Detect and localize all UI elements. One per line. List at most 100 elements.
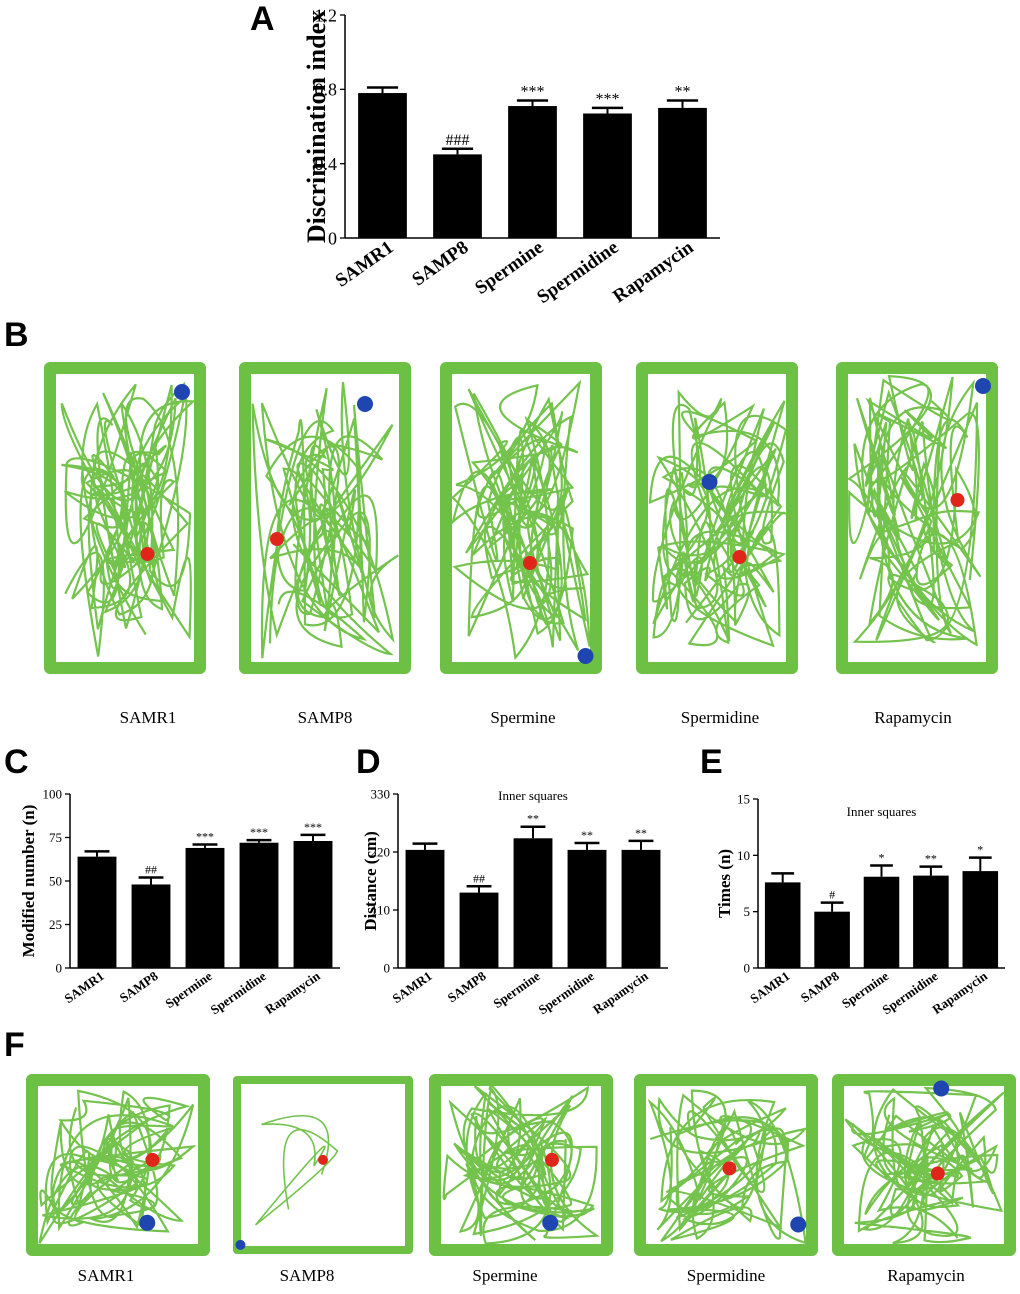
x-tick-label: SAMP8 [117,968,162,1005]
significance-mark: * [879,850,885,864]
chart-d: 0 110 220 330 Distance (cm) Inner squares SAMR… [361,787,668,1017]
significance-mark: ** [581,828,593,842]
y-tick-label: 0.4 [315,154,338,174]
track-b-5-path [846,374,982,647]
y-tick-label: 100 [43,787,63,802]
track-b-2-start-marker [357,396,373,412]
y-tick-label: 0 [744,961,751,976]
bar-spermine [508,106,557,238]
significance-mark: ** [925,852,937,866]
track-b-4-start-marker [701,474,718,490]
x-tick-label: Rapamycin [590,968,651,1017]
significance-mark: ** [527,812,539,826]
bar-spermidine [913,875,949,968]
significance-mark: *** [196,829,214,843]
significance-mark: *** [521,83,545,100]
y-tick-label: 1.2 [315,5,338,25]
track-b-3-path [451,379,591,661]
track-f-4-arena [634,1074,818,1256]
track-f-5-start-marker [933,1080,950,1097]
panel-label-e: E [700,743,723,781]
track-f-2-end-marker [318,1154,328,1165]
y-tick-label: 50 [49,874,62,889]
track-label-b-samr1: SAMR1 [119,708,177,727]
track-label-f-spermidine: Spermidine [686,1266,766,1285]
track-b-5-start-marker [975,378,991,394]
track-f-1-start-marker [139,1214,156,1231]
significance-mark: # [829,888,835,902]
track-b-4-arena [636,362,798,674]
significance-mark: * [977,843,983,857]
track-b-1-arena [44,362,206,674]
track-label-b-rapamycin: Rapamycin [874,708,952,727]
bar-samp8 [459,892,499,968]
y-axis-label: Discrimination index [302,10,331,243]
track-b-4-border [636,362,798,674]
track-b-2-end-marker [270,532,284,546]
bar-spermidine [583,113,632,238]
y-tick-label: 25 [49,917,62,932]
track-f-2-arena [233,1076,413,1254]
bar-rapamycin [962,871,999,968]
bar-spermidine [567,849,607,968]
track-f-5-path [844,1086,1005,1245]
track-label-f-samp8: SAMP8 [279,1266,335,1285]
chart-title: Inner squares [498,788,568,803]
track-f-1-arena [26,1074,210,1256]
x-tick-label: SAMP8 [445,968,490,1005]
track-f-2-path [254,1115,339,1226]
track-b-1-border [44,362,206,674]
bar-samp8 [814,911,850,968]
bar-rapamycin [293,840,333,968]
significance-mark: ** [635,826,647,840]
y-tick-label: 15 [737,792,750,807]
y-axis-label: Distance (cm) [361,831,380,931]
chart-title: Inner squares [847,804,917,819]
track-b-3-end-marker [523,556,537,570]
x-tick-label: Rapamycin [262,968,323,1017]
track-b-3-arena [440,362,602,674]
track-b-5-arena [836,362,998,674]
panel-label-f: F [4,1026,25,1064]
bar-samr1 [764,882,801,968]
track-label-b-spermidine: Spermidine [680,708,760,727]
significance-mark: *** [596,91,620,108]
track-f-5-border [832,1074,1016,1256]
track-label-b-samp8: SAMP8 [297,708,353,727]
y-tick-label: 0 [384,961,391,976]
x-tick-label: SAMR1 [389,968,434,1006]
x-tick-label: Spermidine [207,968,268,1017]
track-b-3-start-marker [577,648,594,664]
track-b-2-border [239,362,411,674]
track-f-5-arena [832,1074,1016,1256]
track-f-3-end-marker [544,1152,559,1167]
chart-c: 0 25 50 75 100 Modified number (n) SAMR1 ## SAMP… [19,787,340,1017]
track-f-5-end-marker [930,1166,945,1181]
track-plots-b [44,362,998,674]
panel-label-d: D [356,743,381,781]
y-tick-label: 220 [371,845,391,860]
track-f-4-start-marker [790,1216,807,1233]
track-f-1-path [38,1089,197,1244]
track-b-1-path [60,381,196,657]
track-b-5-end-marker [950,493,965,507]
track-b-2-path [251,381,399,659]
significance-mark: ### [446,132,470,149]
panel-label-c: C [4,743,29,781]
x-tick-label: Rapamycin [929,968,990,1017]
track-f-3-border [429,1074,613,1256]
bar-spermidine [239,842,279,968]
bar-spermine [513,838,553,968]
track-f-3-start-marker [542,1214,559,1231]
track-f-4-border [634,1074,818,1256]
x-tick-label: SAMP8 [408,237,472,291]
x-tick-label: SAMR1 [61,968,106,1006]
track-label-f-samr1: SAMR1 [77,1266,135,1285]
y-tick-label: 5 [744,904,751,919]
track-f-1-border [26,1074,210,1256]
track-f-4-end-marker [722,1161,737,1176]
chart-e: 0 5 10 15 Times (n) Inner squares SAMR1 # SAMP8 *… [715,792,1005,1017]
y-tick-label: 75 [49,830,62,845]
significance-mark: ## [145,863,157,877]
